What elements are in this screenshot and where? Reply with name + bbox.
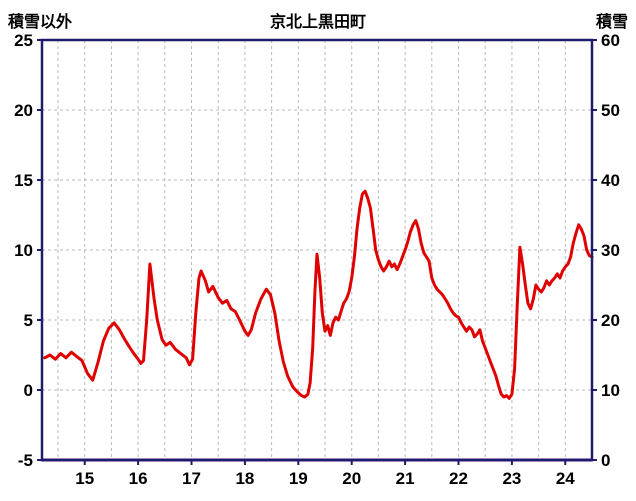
ytick-label-right: 0 [601,451,610,470]
chart-title: 京北上黒田町 [269,14,366,31]
ytick-label-left: 15 [14,171,33,190]
ytick-label-left: 5 [24,311,33,330]
xtick-label: 19 [289,469,308,488]
ytick-label-right: 30 [601,241,620,260]
left-axis-title: 積雪以外 [8,14,73,31]
ytick-label-right: 40 [601,171,620,190]
xtick-label: 24 [556,469,575,488]
xtick-label: 16 [129,469,148,488]
ytick-label-left: 20 [14,101,33,120]
xtick-label: 17 [182,469,201,488]
xtick-label: 23 [502,469,521,488]
ytick-label-right: 20 [601,311,620,330]
ytick-label-left: 10 [14,241,33,260]
ytick-label-left: 25 [14,31,33,50]
series-line-left [43,189,594,400]
xtick-label: 21 [396,469,415,488]
xtick-label: 15 [75,469,94,488]
ytick-label-left: 0 [24,381,33,400]
xtick-label: 20 [342,469,361,488]
ytick-label-right: 50 [601,101,620,120]
xtick-label: 22 [449,469,468,488]
xtick-label: 18 [235,469,254,488]
right-axis-title: 積雪 [595,14,628,31]
ytick-label-right: 60 [601,31,620,50]
ytick-label-left: -5 [18,451,33,470]
ytick-label-right: 10 [601,381,620,400]
